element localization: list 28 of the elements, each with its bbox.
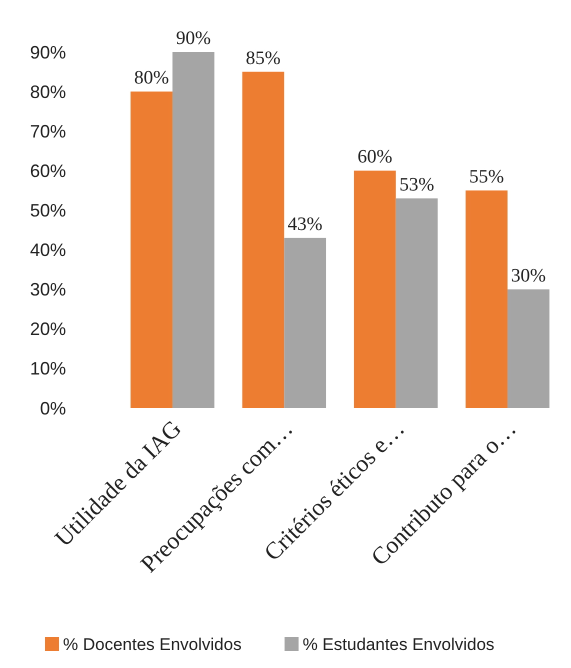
- bar: [172, 52, 214, 408]
- y-tick-label: 60%: [30, 160, 66, 181]
- data-label: 60%: [357, 146, 392, 168]
- bar: [242, 72, 284, 408]
- bar: [354, 170, 396, 408]
- y-tick-label: 40%: [30, 240, 66, 260]
- y-tick-label: 90%: [30, 42, 66, 62]
- y-tick-label: 30%: [30, 280, 66, 300]
- data-label: 55%: [469, 166, 504, 188]
- bar: [466, 190, 508, 408]
- bar: [396, 198, 438, 408]
- bar: [130, 92, 172, 408]
- y-tick-label: 0%: [40, 398, 66, 418]
- y-tick-label: 70%: [30, 121, 66, 142]
- data-label: 43%: [288, 214, 323, 235]
- data-label: 30%: [511, 265, 546, 286]
- data-label: 90%: [176, 28, 211, 49]
- legend-label: % Docentes Envolvidos: [63, 635, 242, 654]
- legend-label: % Estudantes Envolvidos: [302, 635, 494, 654]
- y-tick-label: 10%: [30, 358, 66, 379]
- bar: [508, 289, 550, 408]
- bar: [284, 238, 326, 408]
- data-label: 85%: [246, 48, 281, 69]
- data-label: 80%: [134, 68, 170, 89]
- y-tick-label: 80%: [30, 82, 66, 102]
- data-label: 53%: [399, 174, 434, 196]
- y-tick-label: 50%: [30, 200, 66, 221]
- y-tick-label: 20%: [30, 319, 66, 340]
